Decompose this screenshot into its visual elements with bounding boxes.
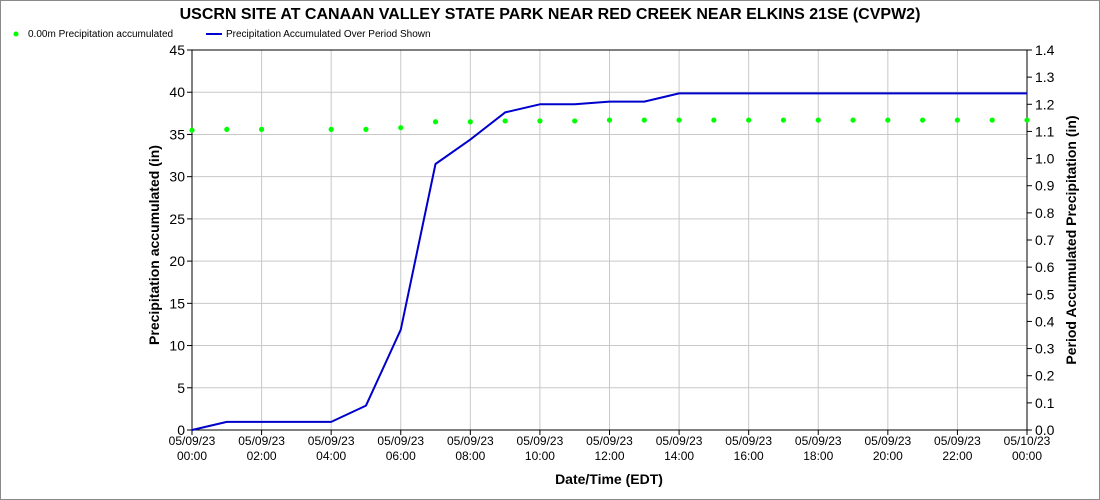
left-tick-label: 40 [169, 84, 185, 100]
x-tick-time-label: 22:00 [942, 449, 972, 463]
left-tick-label: 30 [169, 169, 185, 185]
right-tick-label: 0.9 [1035, 178, 1055, 194]
right-tick-label: 0.4 [1035, 313, 1055, 329]
accumulated-precipitation-point [258, 126, 265, 132]
accumulated-precipitation-point [850, 117, 856, 123]
left-tick-label: 15 [169, 295, 185, 311]
x-axis-label: Date/Time (EDT) [555, 471, 663, 487]
x-tick-date-label: 05/09/23 [656, 434, 703, 448]
chart-title: USCRN SITE AT CANAAN VALLEY STATE PARK N… [180, 6, 921, 23]
x-tick-time-label: 00:00 [1012, 449, 1042, 463]
right-tick-label: 0.8 [1035, 205, 1055, 221]
left-tick-label: 5 [177, 380, 185, 396]
x-tick-date-label: 05/09/23 [795, 434, 842, 448]
legend-label-points: 0.00m Precipitation accumulated [28, 29, 173, 40]
x-tick-date-label: 05/09/23 [308, 434, 355, 448]
accumulated-precipitation-point [189, 127, 195, 133]
legend-marker-points [13, 31, 19, 37]
left-tick-label: 35 [169, 126, 185, 142]
left-tick-label: 25 [169, 211, 185, 227]
x-tick-time-label: 06:00 [386, 449, 416, 463]
right-tick-label: 1.3 [1035, 69, 1055, 85]
accumulated-precipitation-point [641, 117, 647, 123]
right-axis-label: Period Accumulated Precipitation (in) [1063, 115, 1079, 364]
x-tick-date-label: 05/09/23 [169, 434, 216, 448]
x-tick-time-label: 14:00 [664, 449, 694, 463]
accumulated-precipitation-point [746, 117, 752, 123]
x-tick-time-label: 08:00 [455, 449, 485, 463]
accumulated-precipitation-point [432, 119, 439, 125]
x-tick-date-label: 05/09/23 [517, 434, 564, 448]
right-tick-label: 1.4 [1035, 42, 1055, 58]
x-tick-date-label: 05/09/23 [725, 434, 772, 448]
accumulated-precipitation-point [1024, 117, 1030, 123]
accumulated-precipitation-point [398, 125, 404, 131]
accumulated-precipitation-point [328, 126, 334, 132]
period-precipitation-line [191, 92, 1027, 431]
accumulated-precipitation-point [502, 118, 508, 124]
right-tick-label: 1.1 [1035, 123, 1055, 139]
period-precipitation-series [191, 92, 1027, 431]
x-tick-time-label: 10:00 [525, 449, 555, 463]
x-tick-date-label: 05/09/23 [238, 434, 285, 448]
accumulated-precipitation-point [363, 126, 369, 132]
legend-label-line: Precipitation Accumulated Over Period Sh… [226, 29, 431, 40]
x-tick-time-label: 02:00 [247, 449, 277, 463]
legend: 0.00m Precipitation accumulated Precipit… [13, 29, 431, 40]
right-tick-label: 0.3 [1035, 341, 1055, 357]
x-tick-time-label: 04:00 [316, 449, 346, 463]
x-tick-time-label: 20:00 [873, 449, 903, 463]
x-tick-time-label: 16:00 [734, 449, 764, 463]
accumulated-precipitation-point [920, 117, 926, 123]
left-axis-label: Precipitation accumulated (in) [146, 145, 162, 345]
x-tick-date-label: 05/09/23 [447, 434, 494, 448]
right-tick-label: 0.1 [1035, 395, 1055, 411]
accumulated-precipitation-point [224, 126, 230, 132]
x-axis-ticks: 05/09/2300:0005/09/2302:0005/09/2304:000… [169, 430, 1051, 463]
accumulated-precipitation-point [572, 118, 578, 124]
x-tick-time-label: 18:00 [803, 449, 833, 463]
accumulated-precipitation-point [885, 117, 891, 123]
accumulated-precipitation-point [815, 117, 821, 123]
x-tick-date-label: 05/09/23 [377, 434, 424, 448]
accumulated-precipitation-series [189, 117, 1030, 133]
right-tick-label: 0.7 [1035, 232, 1055, 248]
accumulated-precipitation-point [780, 117, 787, 123]
x-tick-time-label: 12:00 [594, 449, 624, 463]
right-tick-label: 1.2 [1035, 96, 1055, 112]
accumulated-precipitation-point [954, 117, 961, 123]
x-tick-date-label: 05/09/23 [934, 434, 981, 448]
right-tick-label: 0.0 [1035, 422, 1055, 438]
right-tick-label: 0.5 [1035, 286, 1055, 302]
right-tick-label: 0.2 [1035, 368, 1055, 384]
x-tick-date-label: 05/09/23 [586, 434, 633, 448]
left-tick-label: 20 [169, 253, 185, 269]
grid [192, 50, 1027, 430]
accumulated-precipitation-point [467, 119, 473, 125]
accumulated-precipitation-point [537, 118, 543, 124]
x-tick-time-label: 00:00 [177, 449, 207, 463]
accumulated-precipitation-point [606, 117, 613, 123]
left-y-axis-ticks: 0 5 10 15 20 25 30 35 40 45 [169, 42, 192, 438]
right-tick-label: 0.6 [1035, 259, 1055, 275]
x-tick-date-label: 05/09/23 [864, 434, 911, 448]
left-tick-label: 0 [177, 422, 185, 438]
right-y-axis-ticks: 0.0 0.1 0.2 0.3 0.4 0.5 0.6 0.7 0.8 0.9 1.0 1.1 1.2 1… [1027, 42, 1055, 438]
x-tick-date-label: 05/10/23 [1004, 434, 1051, 448]
accumulated-precipitation-point [989, 117, 995, 123]
accumulated-precipitation-point [676, 117, 682, 123]
left-tick-label: 10 [169, 338, 185, 354]
right-tick-label: 1.0 [1035, 151, 1055, 167]
left-tick-label: 45 [169, 42, 185, 58]
accumulated-precipitation-point [711, 117, 717, 123]
